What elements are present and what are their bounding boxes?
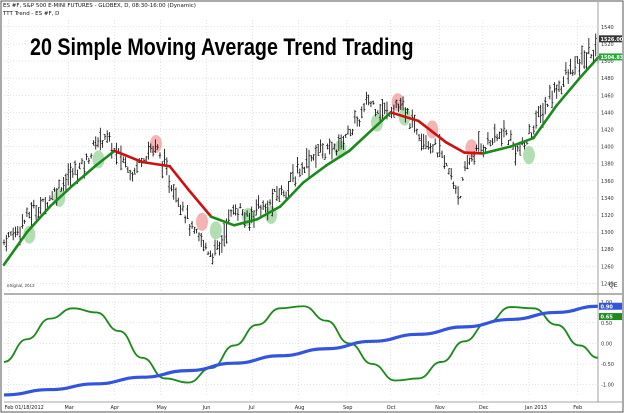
price-tick-label: 1480 (601, 76, 614, 82)
signal-highlight-green (23, 225, 36, 244)
sma20-segment-down (463, 151, 485, 155)
sma20-segment-up (255, 205, 282, 221)
price-tick-label: 1500 (601, 59, 614, 65)
price-tick-label: 1280 (601, 247, 614, 253)
time-tick-label: Jun (202, 405, 211, 411)
sma20-segment-up (71, 164, 98, 187)
sma20-segment-down (417, 119, 448, 144)
sma20-segment-up (509, 136, 535, 148)
last-price-tag-bg (599, 35, 622, 43)
sma20-segment-up (94, 149, 116, 167)
sma20-segment-up (25, 205, 52, 234)
chart-header-study: TTT Trend - ES #F, D (3, 11, 60, 17)
time-tick-label: Nov (435, 405, 445, 411)
sma-value-tag-bg (599, 53, 622, 61)
sma20-segment-up (278, 181, 305, 208)
osc-tick-label: 0.50 (601, 321, 612, 327)
time-tick-label: Dec (479, 405, 489, 411)
time-tick-label: Jan 2013 (524, 405, 547, 411)
sma20-segment-up (481, 145, 512, 155)
chart-header-symbol: ES #F, S&P 500 E-MINI FUTURES - GLOBEX, … (3, 3, 196, 9)
price-tick-label: 1440 (601, 110, 614, 116)
chart-title: 20 Simple Moving Average Trend Trading (30, 34, 414, 61)
osc-blue-tag: 0.90 (601, 304, 614, 310)
time-tick-label: Jul (248, 405, 255, 411)
sma20-segment-up (555, 76, 581, 107)
osc-green-tag-bg (599, 313, 622, 321)
sma20-segment-up (371, 111, 393, 131)
sma20-segment-up (325, 149, 351, 167)
signal-highlight-green (522, 146, 535, 165)
axes: 1540 1520 1500 1480 1460 1440 1420 1400 1380 1360… (4, 2, 624, 411)
time-tick-label: May (157, 405, 167, 411)
price-tick-label: 1240 (601, 281, 614, 287)
price-tick-label: 1260 (601, 264, 614, 270)
price-tick-label: 1360 (601, 179, 614, 185)
sma20-segment-up (302, 164, 328, 184)
time-tick-label: Feb 01/18/2012 (5, 405, 44, 411)
sma20-segment-up (2, 230, 29, 266)
price-tick-label: 1400 (601, 145, 614, 151)
signal-highlight-green (209, 221, 222, 240)
sma20-segment-down (186, 188, 213, 219)
sma20-segment-up (348, 128, 374, 153)
signal-highlight-green (92, 150, 105, 169)
sma20-segment-up (209, 215, 236, 227)
osc-tick-label: -1.00 (601, 383, 614, 389)
sma20-segment-down (140, 160, 172, 168)
price-tick-label: 1380 (601, 162, 614, 168)
oscillator-lines (3, 304, 599, 397)
sma20-line (2, 56, 600, 266)
signal-highlight-red (196, 212, 208, 231)
price-tick-label: 1460 (601, 93, 614, 99)
sma20-segment-down (168, 164, 190, 191)
time-tick-label: Aug (295, 405, 305, 411)
price-tick-label: 1520 (601, 42, 614, 48)
sma20-segment-down (113, 149, 144, 164)
signal-highlight-red (149, 135, 162, 154)
time-tick-label: Mar (64, 405, 74, 411)
time-tick-label: Feb (573, 405, 582, 411)
price-tick-label: 1420 (601, 127, 614, 133)
price-bars (2, 33, 600, 265)
sma-value-tag: 1504.83 (601, 55, 624, 61)
sma20-segment-down (444, 141, 466, 154)
oscillator-line-green (3, 305, 599, 384)
sma20-segment-up (578, 56, 600, 80)
time-tick-label: Sep (343, 405, 352, 411)
osc-blue-tag-bg (599, 302, 622, 310)
sma20-segment-up (532, 104, 558, 140)
last-price-tag: 1526.00 (601, 37, 624, 43)
osc-green-tag: 0.65 (601, 315, 614, 321)
sma20-segment-down (389, 111, 420, 123)
corner-label: QE (609, 283, 618, 289)
time-tick-label: Oct (387, 405, 396, 411)
osc-tick-label: -0.50 (601, 362, 614, 368)
sma20-segment-up (232, 217, 259, 227)
oscillator-line-blue (3, 304, 599, 397)
price-tick-label: 1340 (601, 196, 614, 202)
sma20-segment-up (48, 183, 75, 208)
price-tick-label: 1540 (601, 25, 614, 31)
watermark: eSignal, 2013 (7, 283, 35, 288)
osc-tick-label: 0.00 (601, 341, 612, 347)
price-tick-label: 1320 (601, 213, 614, 219)
price-tick-label: 1300 (601, 230, 614, 236)
time-tick-label: Apr (111, 405, 121, 411)
